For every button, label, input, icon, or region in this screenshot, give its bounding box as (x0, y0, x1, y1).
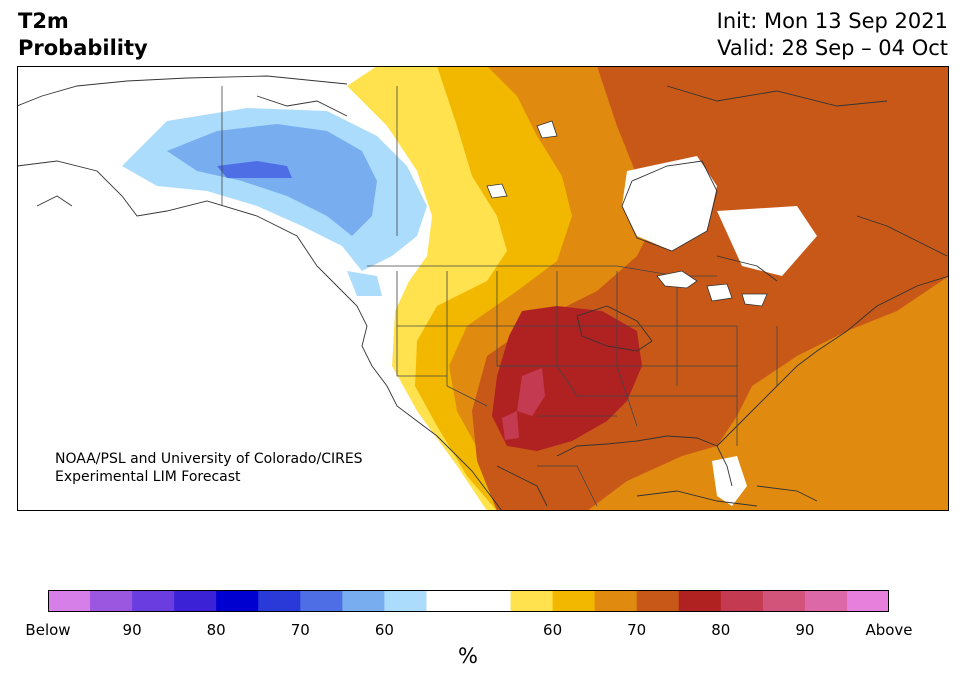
colorbar-cell (804, 590, 848, 612)
colorbar-cell (384, 590, 427, 612)
region-pink (517, 368, 545, 416)
colorbar-tick-label: 70 (290, 621, 310, 639)
credit-text: NOAA/PSL and University of Colorado/CIRE… (55, 450, 363, 486)
forecast-dates: Init: Mon 13 Sep 2021 Valid: 28 Sep – 04… (717, 8, 948, 62)
map-title: T2m Probability (18, 8, 148, 62)
title-variable: T2m (18, 9, 69, 33)
colorbar-cell (762, 590, 806, 612)
probability-map (17, 66, 949, 511)
colorbar-cell (426, 590, 469, 612)
colorbar-cell (132, 590, 175, 612)
colorbar-cell (594, 590, 638, 612)
valid-date: Valid: 28 Sep – 04 Oct (717, 36, 948, 60)
colorbar-cell (720, 590, 764, 612)
colorbar-cell (216, 590, 259, 612)
colorbar-cell (258, 590, 301, 612)
colorbar-frame (48, 590, 889, 612)
colorbar-tick-label: 60 (543, 621, 563, 639)
colorbar (48, 590, 889, 612)
neutral-hudson (622, 156, 717, 251)
colorbar-cell (678, 590, 722, 612)
colorbar-tick-label: 60 (374, 621, 394, 639)
colorbar-cell (90, 590, 133, 612)
colorbar-tick-label: Above (865, 621, 913, 639)
colorbar-cells (48, 590, 889, 612)
colorbar-cell (300, 590, 343, 612)
coastlines (17, 75, 949, 511)
colorbar-tick-label: 80 (711, 621, 731, 639)
colorbar-tick-label: 90 (795, 621, 815, 639)
neutral-quebec (717, 206, 817, 276)
political-boundaries (221, 86, 778, 507)
colorbar-cell (510, 590, 554, 612)
region-pink-south (502, 411, 519, 440)
colorbar-cell (48, 590, 91, 612)
region-light-blue-coast (347, 271, 382, 296)
credit-line-1: NOAA/PSL and University of Colorado/CIRE… (55, 451, 363, 467)
map-frame (17, 66, 949, 511)
colorbar-cell (468, 590, 512, 612)
colorbar-tick-label: 90 (122, 621, 142, 639)
colorbar-cell (846, 590, 889, 612)
colorbar-cell (636, 590, 680, 612)
title-quantity: Probability (18, 36, 148, 60)
colorbar-cell (552, 590, 596, 612)
neutral-south-florida (712, 456, 747, 506)
region-mid-blue (217, 161, 292, 178)
init-date: Init: Mon 13 Sep 2021 (716, 9, 948, 33)
credit-line-2: Experimental LIM Forecast (55, 469, 241, 485)
lakes (486, 120, 768, 307)
colorbar-tick-label: Below (25, 621, 71, 639)
colorbar-cell (342, 590, 385, 612)
colorbar-tick-label: 70 (627, 621, 647, 639)
colorbar-unit: % (458, 644, 478, 668)
colorbar-cell (174, 590, 217, 612)
colorbar-tick-label: 80 (206, 621, 226, 639)
region-blue (167, 124, 377, 236)
